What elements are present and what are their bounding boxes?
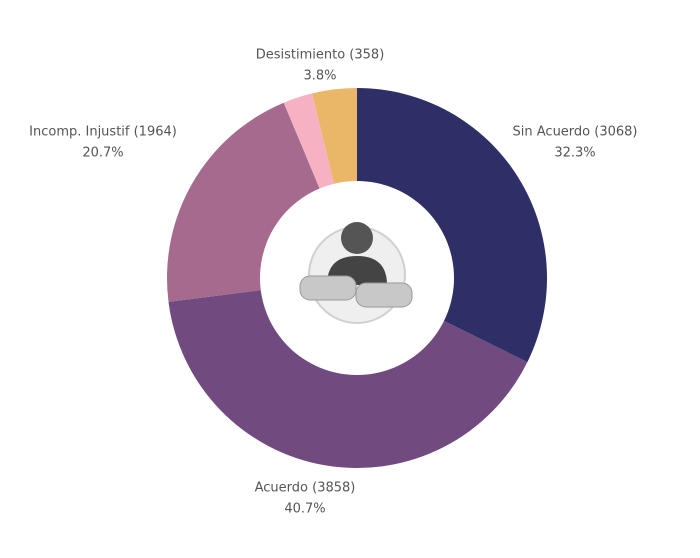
slice-label: Desistimiento (358)	[256, 48, 385, 63]
slice-percent: 40.7%	[284, 502, 325, 517]
center-icon	[299, 222, 413, 324]
slice-label: Acuerdo (3858)	[255, 481, 356, 496]
slice-percent: 3.8%	[303, 69, 336, 84]
slice-percent: 20.7%	[82, 146, 123, 161]
slice-percent: 32.3%	[554, 146, 595, 161]
slice-label: Sin Acuerdo (3068)	[513, 125, 638, 140]
slice-label: Incomp. Injustif (1964)	[29, 125, 177, 140]
